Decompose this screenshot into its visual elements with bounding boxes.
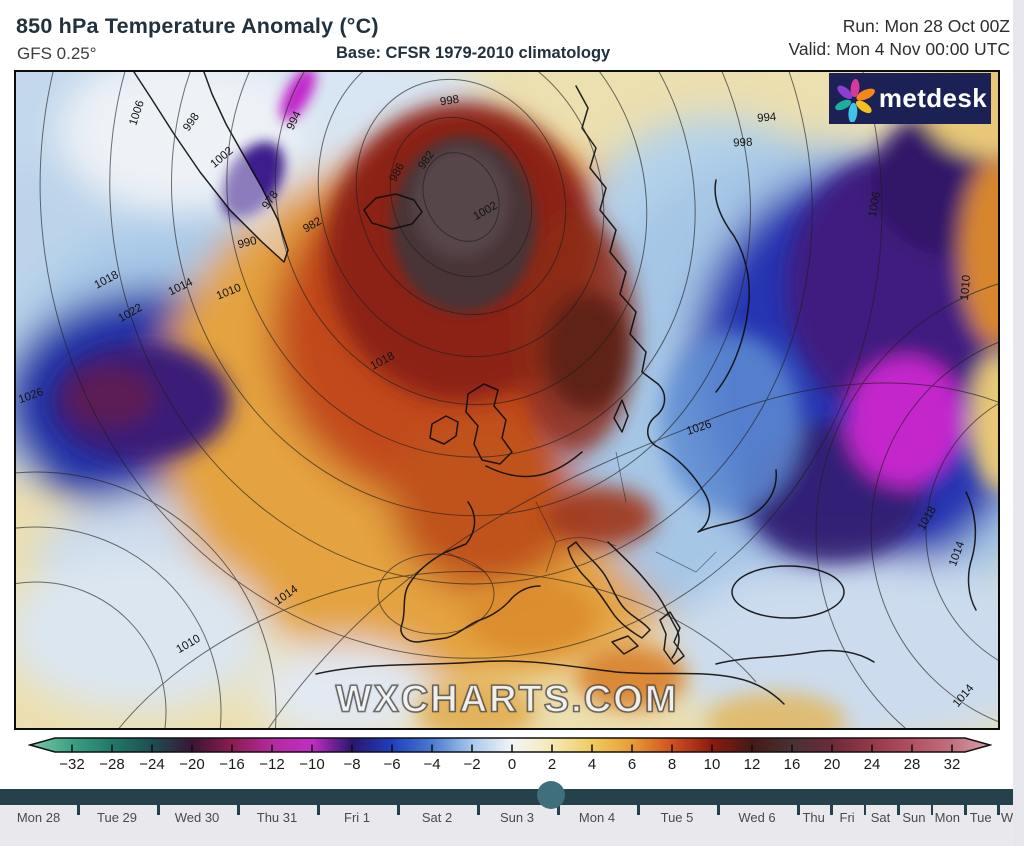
run-time: Run: Mon 28 Oct 00Z <box>842 16 1010 36</box>
timeline-tick <box>637 805 640 815</box>
colorbar-tick-label: −2 <box>463 756 481 773</box>
timeline-day-tue-5[interactable]: Tue 5 <box>660 810 694 825</box>
isobar-label: 1010 <box>959 274 973 301</box>
metdesk-pinwheel-icon <box>835 78 875 122</box>
timeline-tick <box>477 805 480 815</box>
timeline-tick <box>964 805 967 815</box>
timeline-track[interactable] <box>0 789 1013 805</box>
timeline-tick <box>397 805 400 815</box>
colorbar-tick-label: −28 <box>99 756 125 773</box>
colorbar-tick-label: −10 <box>299 756 325 773</box>
isobar-contours <box>16 72 998 728</box>
timeline-day-thu-31[interactable]: Thu 31 <box>256 810 298 825</box>
timeline-day-thu[interactable]: Thu <box>802 810 825 825</box>
colorbar-tick-label: −16 <box>219 756 245 773</box>
timeline-day-mon-4[interactable]: Mon 4 <box>578 810 616 825</box>
weather-map: 998 982 986 1002 1006 998 1002 994 978 982 990 1010… <box>14 70 1000 730</box>
timeline-day-tue-29[interactable]: Tue 29 <box>97 810 137 825</box>
coastlines <box>133 72 977 705</box>
page-title: 850 hPa Temperature Anomaly (°C) <box>16 14 379 38</box>
timeline-tick <box>930 805 934 815</box>
timeline-tick <box>237 805 240 815</box>
metdesk-logo: metdesk <box>829 73 991 124</box>
timeline-day-wed-30[interactable]: Wed 30 <box>174 810 220 825</box>
climatology-base-label: Base: CFSR 1979-2010 climatology <box>336 44 611 62</box>
colorbar-tick-label: 24 <box>863 756 881 773</box>
timeline-knob[interactable] <box>537 781 565 809</box>
isobar-label: 1006 <box>867 191 883 218</box>
colorbar-tick-label: 4 <box>587 756 597 773</box>
model-label: GFS 0.25° <box>17 44 97 63</box>
timeline-tick <box>157 805 160 815</box>
timeline-tick <box>897 805 900 815</box>
valid-time: Valid: Mon 4 Nov 00:00 UTC <box>788 39 1010 59</box>
timeline-day-tue[interactable]: Tue <box>969 810 992 825</box>
colorbar-tick-label: 0 <box>507 756 517 773</box>
isobar-label: 998 <box>439 94 460 109</box>
colorbar-scale <box>28 737 992 753</box>
colorbar-tick-label: 8 <box>667 756 677 773</box>
colorbar-tick-label: −24 <box>139 756 165 773</box>
timeline-day-fri[interactable]: Fri <box>839 810 855 825</box>
colorbar-tick-label: 10 <box>703 756 721 773</box>
timeline-day-sat-2[interactable]: Sat 2 <box>421 810 453 825</box>
colorbar-tick-label: −12 <box>259 756 285 773</box>
timeline-background <box>0 805 1013 846</box>
timeline-tick <box>863 805 867 815</box>
colorbar-tick-label: −32 <box>59 756 85 773</box>
timeline-day-mon[interactable]: Mon <box>934 810 960 825</box>
page-edge-strip <box>1013 0 1024 846</box>
colorbar-tick-label: 16 <box>783 756 801 773</box>
colorbar-tick-label: −20 <box>179 756 205 773</box>
colorbar-tick-label: 6 <box>627 756 637 773</box>
colorbar-tick-label: 28 <box>903 756 921 773</box>
colorbar-tick-label: −6 <box>383 756 401 773</box>
timeline-day-wed-6[interactable]: Wed 6 <box>738 810 776 825</box>
timeline-tick <box>317 805 320 815</box>
timeline-day-sun-3[interactable]: Sun 3 <box>500 810 534 825</box>
colorbar-tick-label: 20 <box>823 756 841 773</box>
colorbar-tick-label: 32 <box>943 756 961 773</box>
colorbar-tick-label: 2 <box>547 756 557 773</box>
colorbar-tick-labels: −32 −28 −24 −20 −16 −12 −10 −8 −6 −4 −2 0 2 4 6 8 10 12 16… <box>28 756 992 776</box>
watermark: WXCHARTS.COM <box>335 678 679 722</box>
run-valid-info: Run: Mon 28 Oct 00Z Valid: Mon 4 Nov 00:… <box>789 15 1010 61</box>
colorbar-tick-label: −8 <box>343 756 361 773</box>
timeline-tick <box>797 805 800 815</box>
timeline-day-sun[interactable]: Sun <box>902 810 926 825</box>
timeline-tick <box>717 805 720 815</box>
timeline-day-mon-28[interactable]: Mon 28 <box>16 810 61 825</box>
timeline-tick <box>997 805 1000 815</box>
isobar-label: 994 <box>757 111 778 125</box>
isobar-label: 998 <box>733 137 753 150</box>
timeline-tick <box>77 805 80 815</box>
timeline-tick <box>557 805 560 815</box>
colorbar-tick-label: 12 <box>743 756 761 773</box>
isobar-label: 990 <box>237 235 259 251</box>
metdesk-logo-text: metdesk <box>878 83 988 113</box>
timeline-day-sat[interactable]: Sat <box>870 810 891 825</box>
timeline-day-fri-1[interactable]: Fri 1 <box>344 810 370 825</box>
colorbar-tick-label: −4 <box>423 756 441 773</box>
timeline-tick <box>830 805 833 815</box>
